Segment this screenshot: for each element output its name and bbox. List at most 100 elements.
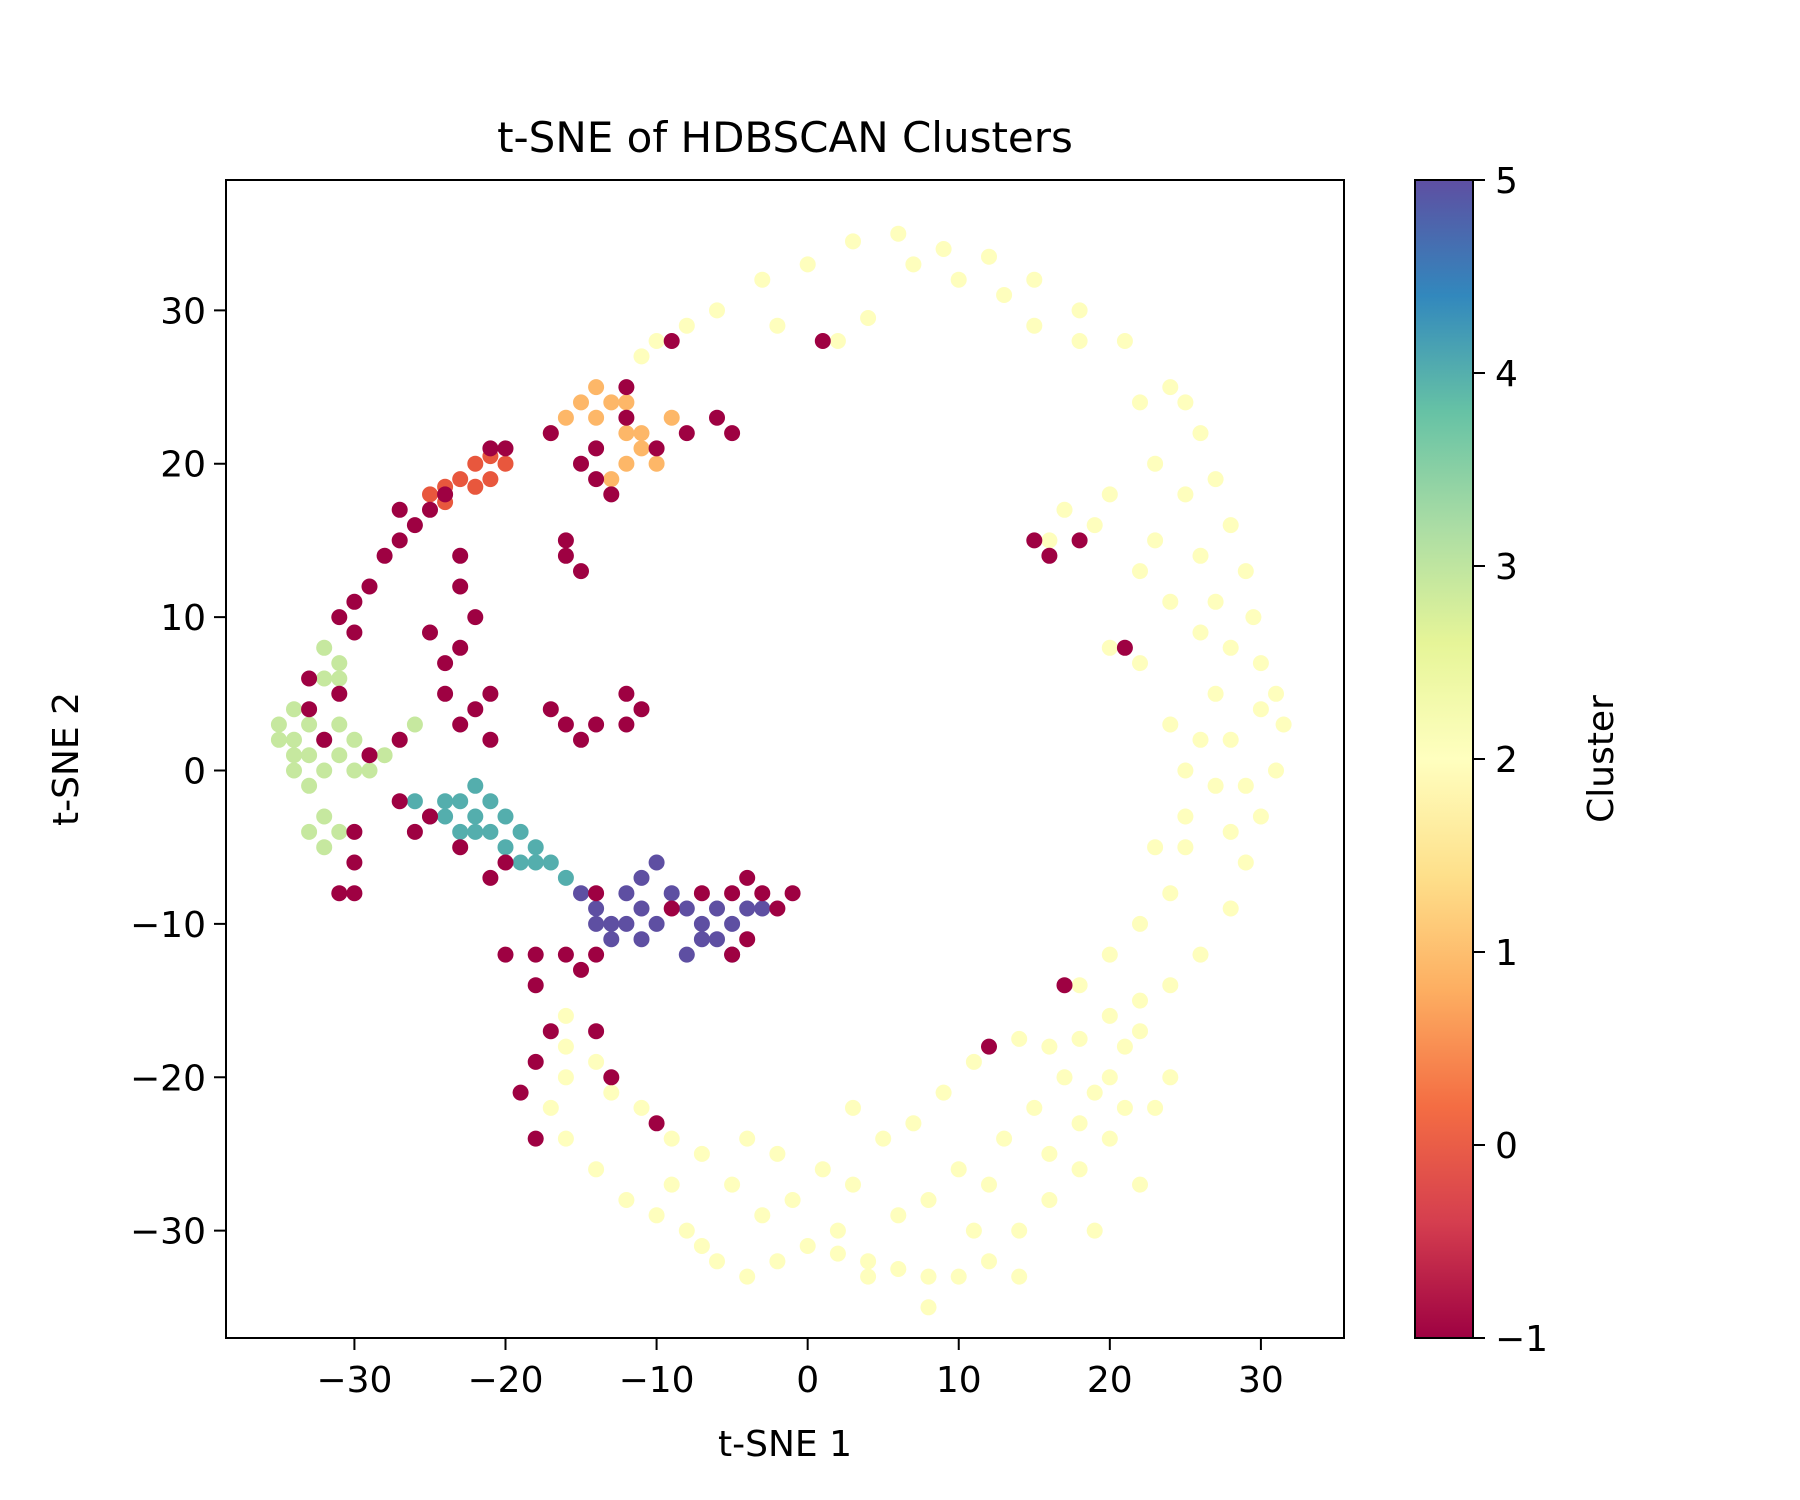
point-cluster-noise	[452, 578, 469, 595]
point-cluster-2	[784, 1192, 801, 1208]
point-cluster-noise	[391, 793, 408, 810]
point-cluster-noise	[467, 609, 484, 626]
point-cluster-2	[1147, 455, 1164, 472]
point-cluster-noise	[588, 440, 605, 457]
point-cluster-2	[1056, 1069, 1073, 1086]
point-cluster-2	[1177, 808, 1194, 825]
point-cluster-2	[1192, 425, 1209, 442]
point-cluster-4	[512, 854, 529, 871]
point-cluster-2	[996, 287, 1013, 303]
point-cluster-3	[286, 701, 302, 718]
point-cluster-2	[965, 1053, 982, 1070]
point-cluster-2	[1162, 593, 1179, 610]
point-cluster-noise	[361, 578, 378, 595]
point-cluster-noise	[693, 885, 710, 902]
point-cluster-1	[663, 409, 680, 426]
point-cluster-1	[588, 379, 605, 396]
point-cluster-4	[542, 854, 559, 871]
point-cluster-4	[467, 808, 484, 825]
point-cluster-2	[769, 1253, 786, 1270]
point-cluster-2	[1132, 915, 1148, 932]
point-cluster-0	[497, 455, 514, 472]
point-cluster-2	[1071, 333, 1088, 349]
point-cluster-2	[1101, 1069, 1118, 1086]
point-cluster-5	[633, 931, 650, 948]
point-cluster-3	[316, 762, 333, 779]
point-cluster-2	[1177, 394, 1194, 411]
point-cluster-noise	[361, 747, 378, 764]
y-axis-ticks: −30 −20 −10 0 10 20 30	[130, 291, 226, 1253]
x-tick-label: 30	[1238, 1360, 1284, 1401]
point-cluster-2	[1026, 271, 1043, 288]
point-cluster-2	[1071, 1115, 1088, 1132]
y-axis-label: t-SNE 2	[46, 692, 87, 826]
point-cluster-2	[1101, 1130, 1118, 1147]
point-cluster-1	[603, 394, 620, 411]
point-cluster-5	[648, 915, 665, 932]
point-cluster-2	[1041, 1192, 1058, 1208]
point-cluster-2	[1192, 731, 1209, 748]
point-cluster-2	[739, 1268, 756, 1285]
point-cluster-2	[845, 1099, 861, 1116]
point-cluster-noise	[709, 409, 725, 426]
point-cluster-noise	[482, 685, 499, 702]
point-cluster-noise	[573, 455, 589, 472]
point-cluster-2	[1275, 716, 1292, 733]
point-cluster-3	[301, 716, 318, 733]
point-cluster-5	[678, 946, 695, 963]
x-tick-label: 10	[936, 1360, 982, 1401]
point-cluster-5	[709, 931, 725, 948]
point-cluster-noise	[331, 685, 348, 702]
point-cluster-noise	[739, 869, 756, 886]
x-tick-label: −20	[468, 1360, 544, 1401]
point-cluster-2	[1207, 593, 1224, 610]
point-cluster-5	[603, 915, 620, 932]
point-cluster-noise	[391, 731, 408, 748]
point-cluster-2	[829, 1245, 846, 1262]
point-cluster-2	[693, 1238, 710, 1254]
colorbar-tick-label: 4	[1495, 354, 1518, 395]
point-cluster-noise	[618, 409, 635, 426]
colorbar-tick-label: 0	[1495, 1126, 1518, 1167]
x-tick-label: −30	[316, 1360, 392, 1401]
point-cluster-2	[890, 1207, 907, 1224]
point-cluster-noise	[346, 593, 363, 610]
point-cluster-1	[618, 394, 635, 411]
point-cluster-2	[618, 1192, 635, 1208]
point-cluster-2	[1162, 716, 1179, 733]
point-cluster-2	[1237, 777, 1254, 794]
point-cluster-noise	[452, 716, 469, 733]
point-cluster-2	[557, 1130, 574, 1147]
y-tick-label: 30	[160, 291, 206, 332]
point-cluster-2	[981, 248, 997, 265]
point-cluster-2	[1101, 639, 1118, 656]
point-cluster-2	[1026, 317, 1043, 334]
point-cluster-5	[678, 900, 695, 917]
colorbar-tick-label: 1	[1495, 933, 1518, 974]
point-cluster-noise	[769, 900, 786, 917]
point-cluster-noise	[406, 823, 423, 840]
point-cluster-2	[542, 1099, 559, 1116]
point-cluster-2	[950, 1268, 967, 1285]
point-cluster-noise	[422, 808, 438, 825]
point-cluster-noise	[482, 869, 499, 886]
point-cluster-noise	[437, 655, 454, 672]
point-cluster-noise	[618, 716, 635, 733]
point-cluster-2	[1147, 1099, 1164, 1116]
point-cluster-2	[1162, 1069, 1179, 1086]
point-cluster-noise	[663, 333, 680, 349]
point-cluster-noise	[588, 716, 605, 733]
point-cluster-2	[1177, 486, 1194, 503]
point-cluster-noise	[754, 885, 771, 902]
point-cluster-noise	[527, 1130, 544, 1147]
point-cluster-noise	[603, 1069, 620, 1086]
point-cluster-1	[648, 455, 665, 472]
point-cluster-2	[845, 1176, 861, 1193]
colorbar-tick-label: −1	[1495, 1319, 1548, 1360]
point-cluster-2	[860, 1268, 877, 1285]
point-cluster-2	[920, 1268, 937, 1285]
point-cluster-2	[754, 1207, 771, 1224]
point-cluster-2	[1116, 1038, 1133, 1055]
point-cluster-2	[965, 1222, 982, 1239]
point-cluster-2	[769, 317, 786, 334]
